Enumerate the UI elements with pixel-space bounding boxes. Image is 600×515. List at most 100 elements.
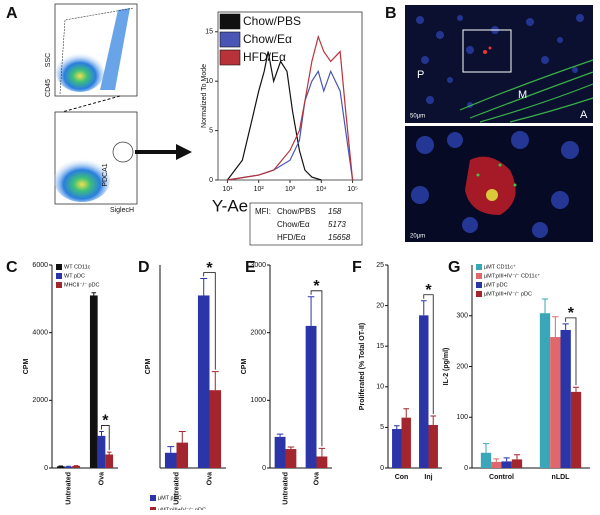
line-series bbox=[227, 71, 352, 180]
x-tick-label: Untreated bbox=[65, 472, 72, 505]
annotation: * bbox=[102, 413, 109, 430]
bar bbox=[571, 392, 581, 468]
y-axis-label: Normalized To Mode bbox=[201, 64, 208, 128]
x-tick-label: Inj bbox=[424, 474, 432, 481]
bar bbox=[392, 429, 401, 468]
x-tick-label: Control bbox=[489, 474, 514, 481]
legend-label: µMT pDC bbox=[484, 282, 508, 288]
mfi-value: 158 bbox=[328, 207, 342, 216]
error-bar bbox=[514, 455, 520, 460]
error-bar bbox=[552, 317, 558, 337]
flow-bottom: PDCA1 SiglecH bbox=[54, 112, 137, 214]
bar bbox=[177, 443, 189, 468]
bar bbox=[317, 456, 328, 468]
micrograph: P M A 50µm 20µm bbox=[405, 5, 593, 242]
annotation: * bbox=[568, 305, 575, 322]
x-tick-label: Con bbox=[395, 474, 409, 481]
y-tick-label: 300 bbox=[456, 313, 468, 320]
legend-label: µMT pDC bbox=[158, 495, 182, 501]
y-axis-label: Proliferated (% Total OT-II) bbox=[359, 323, 366, 410]
x-tick-label: Ova bbox=[98, 472, 105, 485]
y-tick-label: 0 bbox=[262, 465, 266, 472]
error-bar bbox=[504, 458, 510, 462]
error-bar bbox=[179, 431, 186, 442]
mfi-name: Chow/PBS bbox=[277, 207, 316, 216]
legend-label: MHCII⁻/⁻ pDC bbox=[64, 282, 99, 288]
legend-swatch bbox=[220, 50, 240, 65]
legend-label: µMT CD11c⁺ bbox=[484, 263, 516, 270]
y-tick-label: 5 bbox=[209, 127, 213, 134]
mfi-name: Chow/Eα bbox=[277, 220, 310, 229]
axis-label: PDCA1 bbox=[102, 163, 109, 186]
bar bbox=[429, 425, 438, 468]
error-bar bbox=[573, 387, 579, 392]
x-tick-label: nLDL bbox=[552, 474, 571, 481]
error-bar bbox=[200, 279, 207, 296]
mfi-label: MFI: bbox=[255, 207, 271, 216]
legend-swatch bbox=[56, 282, 62, 288]
x-tick-label: Ova bbox=[313, 472, 320, 485]
legend-label: WT CD11c bbox=[64, 264, 91, 270]
error-bar bbox=[91, 293, 96, 296]
error-bar bbox=[107, 452, 112, 454]
x-tick-label: 10⁴ bbox=[316, 186, 327, 193]
panel-letter: D bbox=[138, 259, 150, 276]
bar bbox=[65, 467, 73, 468]
y-tick-label: 0 bbox=[380, 465, 384, 472]
y-tick-label: 0 bbox=[464, 465, 468, 472]
region-label: M bbox=[518, 89, 527, 101]
legend-label: HFD/Eα bbox=[243, 50, 286, 64]
x-tick-label: Untreated bbox=[282, 472, 289, 505]
error-bar bbox=[167, 447, 174, 453]
x-tick-label: 10¹ bbox=[222, 186, 233, 193]
error-bar bbox=[563, 324, 569, 330]
error-bar bbox=[430, 416, 436, 425]
bar bbox=[419, 315, 428, 468]
axis-label: SiglecH bbox=[110, 207, 134, 214]
y-tick-label: 100 bbox=[456, 414, 468, 421]
bar bbox=[105, 454, 113, 468]
legend-label: WT pDC bbox=[64, 273, 85, 279]
bar bbox=[540, 313, 550, 468]
gate-link bbox=[62, 96, 120, 112]
error-bar bbox=[212, 372, 219, 391]
bar bbox=[90, 295, 98, 468]
y-axis-label: CPM bbox=[241, 359, 248, 375]
y-tick-label: 0 bbox=[44, 465, 48, 472]
y-tick-label: 1000 bbox=[250, 397, 266, 404]
bar bbox=[72, 466, 80, 468]
error-bar bbox=[394, 426, 400, 429]
annotation: * bbox=[313, 278, 320, 295]
scale-bar: 20µm bbox=[410, 234, 425, 240]
panel-letter: F bbox=[352, 259, 362, 276]
scale-bar: 50µm bbox=[410, 114, 425, 120]
line-series bbox=[227, 52, 321, 180]
axis-label: CD45 bbox=[45, 79, 52, 97]
mfi-value: 5173 bbox=[328, 220, 346, 229]
bar bbox=[275, 437, 286, 468]
x-tick-label: 10² bbox=[254, 186, 265, 193]
legend-swatch bbox=[476, 291, 482, 297]
error-bar bbox=[542, 299, 548, 313]
flow-top: SSC CD45 bbox=[45, 4, 137, 97]
arrow-head bbox=[176, 144, 192, 160]
y-tick-label: 25 bbox=[376, 262, 384, 269]
bar bbox=[561, 330, 571, 468]
legend-swatch bbox=[150, 495, 156, 501]
bar bbox=[491, 462, 501, 468]
x-tick-label: 10⁵ bbox=[347, 186, 358, 193]
error-bar bbox=[308, 297, 315, 326]
y-tick-label: 5 bbox=[380, 424, 384, 431]
legend-swatch bbox=[476, 282, 482, 288]
legend-label: µMT:pIII+IV⁻/⁻ CD11c⁺ bbox=[484, 272, 540, 279]
y-tick-label: 15 bbox=[376, 343, 384, 350]
bar bbox=[198, 295, 210, 468]
bar bbox=[57, 466, 65, 468]
y-tick-label: 0 bbox=[209, 177, 213, 184]
axis-label: SSC bbox=[45, 53, 52, 67]
legend-swatch bbox=[476, 264, 482, 270]
error-bar bbox=[319, 448, 326, 456]
y-axis-label: CPM bbox=[23, 359, 30, 375]
y-tick-label: 4000 bbox=[32, 330, 48, 337]
